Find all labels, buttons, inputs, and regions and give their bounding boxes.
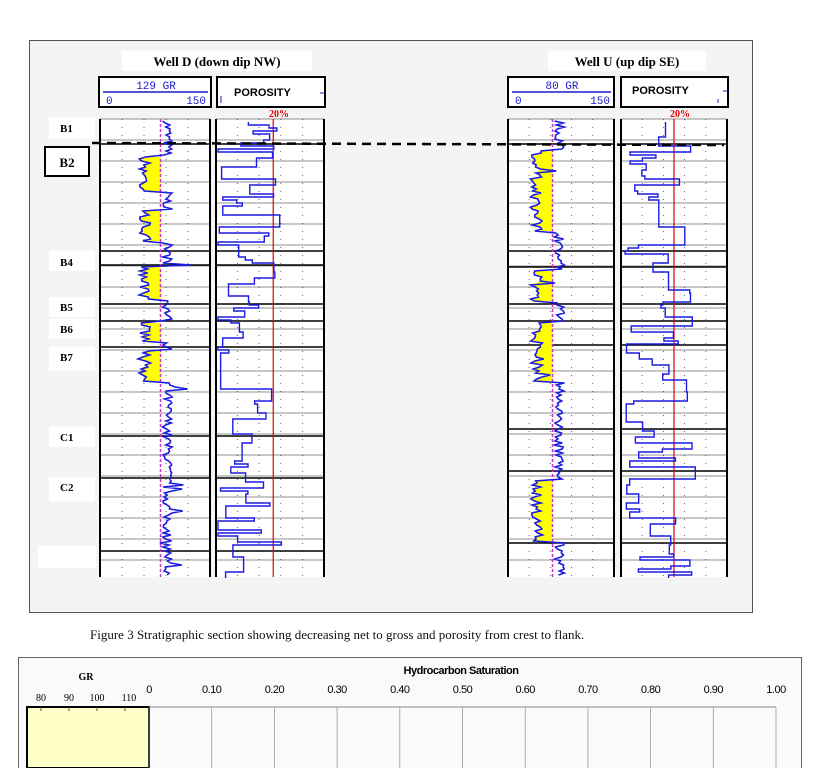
marker-c1: C1 — [60, 432, 73, 444]
porosity-curve — [624, 122, 696, 578]
hc-tick-label: 0 — [146, 684, 152, 696]
marker-c2: C2 — [60, 482, 74, 494]
hc-tick-label: 0.40 — [390, 684, 410, 696]
well-d-gr-header: 129 GR 0 150 — [98, 76, 212, 108]
marker-b5: B5 — [60, 302, 73, 314]
gr-tick-100: 100 — [90, 693, 105, 704]
gr-box — [26, 706, 150, 769]
gr-tick-90: 90 — [64, 693, 74, 704]
hc-title: Hydrocarbon Saturation — [404, 665, 520, 677]
well-u-gr-max: 150 — [590, 96, 610, 108]
stratigraphic-section: Well D (down dip NW) Well U (up dip SE) … — [38, 51, 729, 578]
well-d-porosity-label: POROSITY — [234, 87, 292, 99]
well-d-title: Well D (down dip NW) — [153, 54, 280, 69]
marker-b4: B4 — [60, 257, 73, 269]
track-background — [216, 119, 324, 577]
marker-b2: B2 — [59, 155, 74, 170]
marker-b6: B6 — [60, 324, 73, 336]
well-d-gr-scale-top: 129 GR — [136, 81, 176, 93]
marker-b7: B7 — [60, 352, 73, 364]
hc-axis: 0 0.10 0.20 0.30 0.40 0.50 0.60 0.70 0.80 0.90 1.0… — [146, 684, 787, 768]
hc-tick-label: 0.90 — [704, 684, 724, 696]
well-u-gr-min: 0 — [515, 96, 522, 108]
well-u-porosity-header: POROSITY — [620, 76, 729, 108]
well-u-gr-header: 80 GR 0 150 — [507, 76, 615, 108]
hc-tick-label: 0.80 — [641, 684, 661, 696]
hc-tick-label: 1.00 — [766, 684, 786, 696]
marker-b1: B1 — [60, 123, 73, 135]
well-u-title-box — [548, 51, 706, 71]
hc-tick-label: 0.20 — [265, 684, 285, 696]
well-u-porosity-track — [620, 118, 728, 578]
gr-curve — [135, 120, 191, 576]
hc-chart-svg: GR 80 90 100 110 Hydrocarbon Saturation … — [26, 665, 787, 769]
well-d-title-box — [122, 51, 312, 71]
gr-title: GR — [79, 672, 95, 683]
well-u-gr-scale-top: 80 GR — [545, 81, 578, 93]
porosity-curve — [217, 122, 283, 578]
gr-tick-110: 110 — [122, 693, 137, 704]
well-u-porosity-20pct: 20% — [670, 109, 690, 120]
gr-tick-80: 80 — [36, 693, 46, 704]
track-background — [100, 119, 210, 577]
well-d-porosity-track — [215, 118, 325, 578]
well-d-gr-track — [99, 118, 211, 577]
hc-tick-label: 0.10 — [202, 684, 222, 696]
figure-caption: Figure 3 Stratigraphic section showing d… — [90, 627, 585, 642]
hc-tick-label: 0.70 — [578, 684, 598, 696]
gr-curve — [527, 120, 568, 576]
well-d-gr-max: 150 — [186, 96, 206, 108]
net-sand-fill — [530, 151, 553, 541]
marker-labels: B1 B2 B4 B5 B6 B7 C1 C2 — [38, 117, 96, 568]
well-d-porosity-header: POROSITY — [216, 76, 326, 108]
hc-tick-label: 0.60 — [515, 684, 535, 696]
hc-tick-label: 0.30 — [327, 684, 347, 696]
well-d-gr-min: 0 — [106, 96, 113, 108]
well-d-porosity-20pct: 20% — [269, 109, 289, 120]
hydrocarbon-saturation-chart: GR 80 90 100 110 Hydrocarbon Saturation … — [18, 657, 802, 769]
well-u-porosity-label: POROSITY — [632, 85, 690, 97]
b2-correlation-line — [91, 141, 725, 147]
well-u-title: Well U (up dip SE) — [575, 54, 680, 69]
well-u-gr-track — [507, 118, 615, 577]
track-background — [508, 119, 614, 577]
hc-tick-label: 0.50 — [453, 684, 473, 696]
figure-3-panel: Well D (down dip NW) Well U (up dip SE) … — [29, 40, 753, 642]
